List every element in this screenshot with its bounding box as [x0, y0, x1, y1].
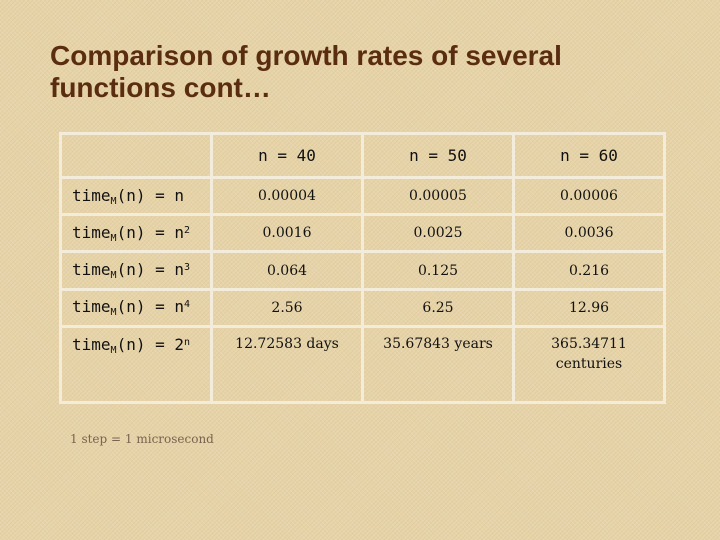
table-row: timeM(n) = n 0.00004 0.00005 0.00006 — [59, 175, 666, 217]
growth-rate-table: n = 40 n = 50 n = 60 timeM(n) = n 0.0000… — [59, 132, 666, 405]
table-cell: 35.67843 years — [361, 324, 515, 405]
table-cell: 0.0036 — [512, 213, 666, 254]
column-header: n = 50 — [361, 132, 515, 179]
row-label: timeM(n) = n3 — [59, 250, 213, 291]
table-cell: 0.00006 — [512, 175, 666, 217]
slide-title: Comparison of growth rates of several fu… — [50, 40, 562, 103]
table-cell: 0.00005 — [361, 175, 515, 217]
table-cell: 0.125 — [361, 250, 515, 291]
row-label: timeM(n) = n4 — [59, 287, 213, 328]
row-label: timeM(n) = n2 — [59, 213, 213, 254]
table-cell: 0.0016 — [210, 213, 364, 254]
table-cell: 0.00004 — [210, 175, 364, 217]
table-row: timeM(n) = n4 2.56 6.25 12.96 — [59, 287, 666, 328]
row-label: timeM(n) = 2n — [59, 324, 213, 405]
table-cell: 0.216 — [512, 250, 666, 291]
table-cell: 12.72583 days — [210, 324, 364, 405]
table-row: timeM(n) = n2 0.0016 0.0025 0.0036 — [59, 213, 666, 254]
table-row: timeM(n) = n3 0.064 0.125 0.216 — [59, 250, 666, 291]
table-cell: 2.56 — [210, 287, 364, 328]
table-cell: 12.96 — [512, 287, 666, 328]
table-row: timeM(n) = 2n 12.72583 days 35.67843 yea… — [59, 324, 666, 405]
table-cell: 6.25 — [361, 287, 515, 328]
column-header: n = 60 — [512, 132, 666, 179]
table-cell: 0.064 — [210, 250, 364, 291]
table-cell: 365.34711 centuries — [512, 324, 666, 405]
table-corner-cell — [59, 132, 213, 179]
footnote: 1 step = 1 microsecond — [70, 432, 214, 446]
column-header: n = 40 — [210, 132, 364, 179]
row-label: timeM(n) = n — [59, 175, 213, 217]
table-cell: 0.0025 — [361, 213, 515, 254]
